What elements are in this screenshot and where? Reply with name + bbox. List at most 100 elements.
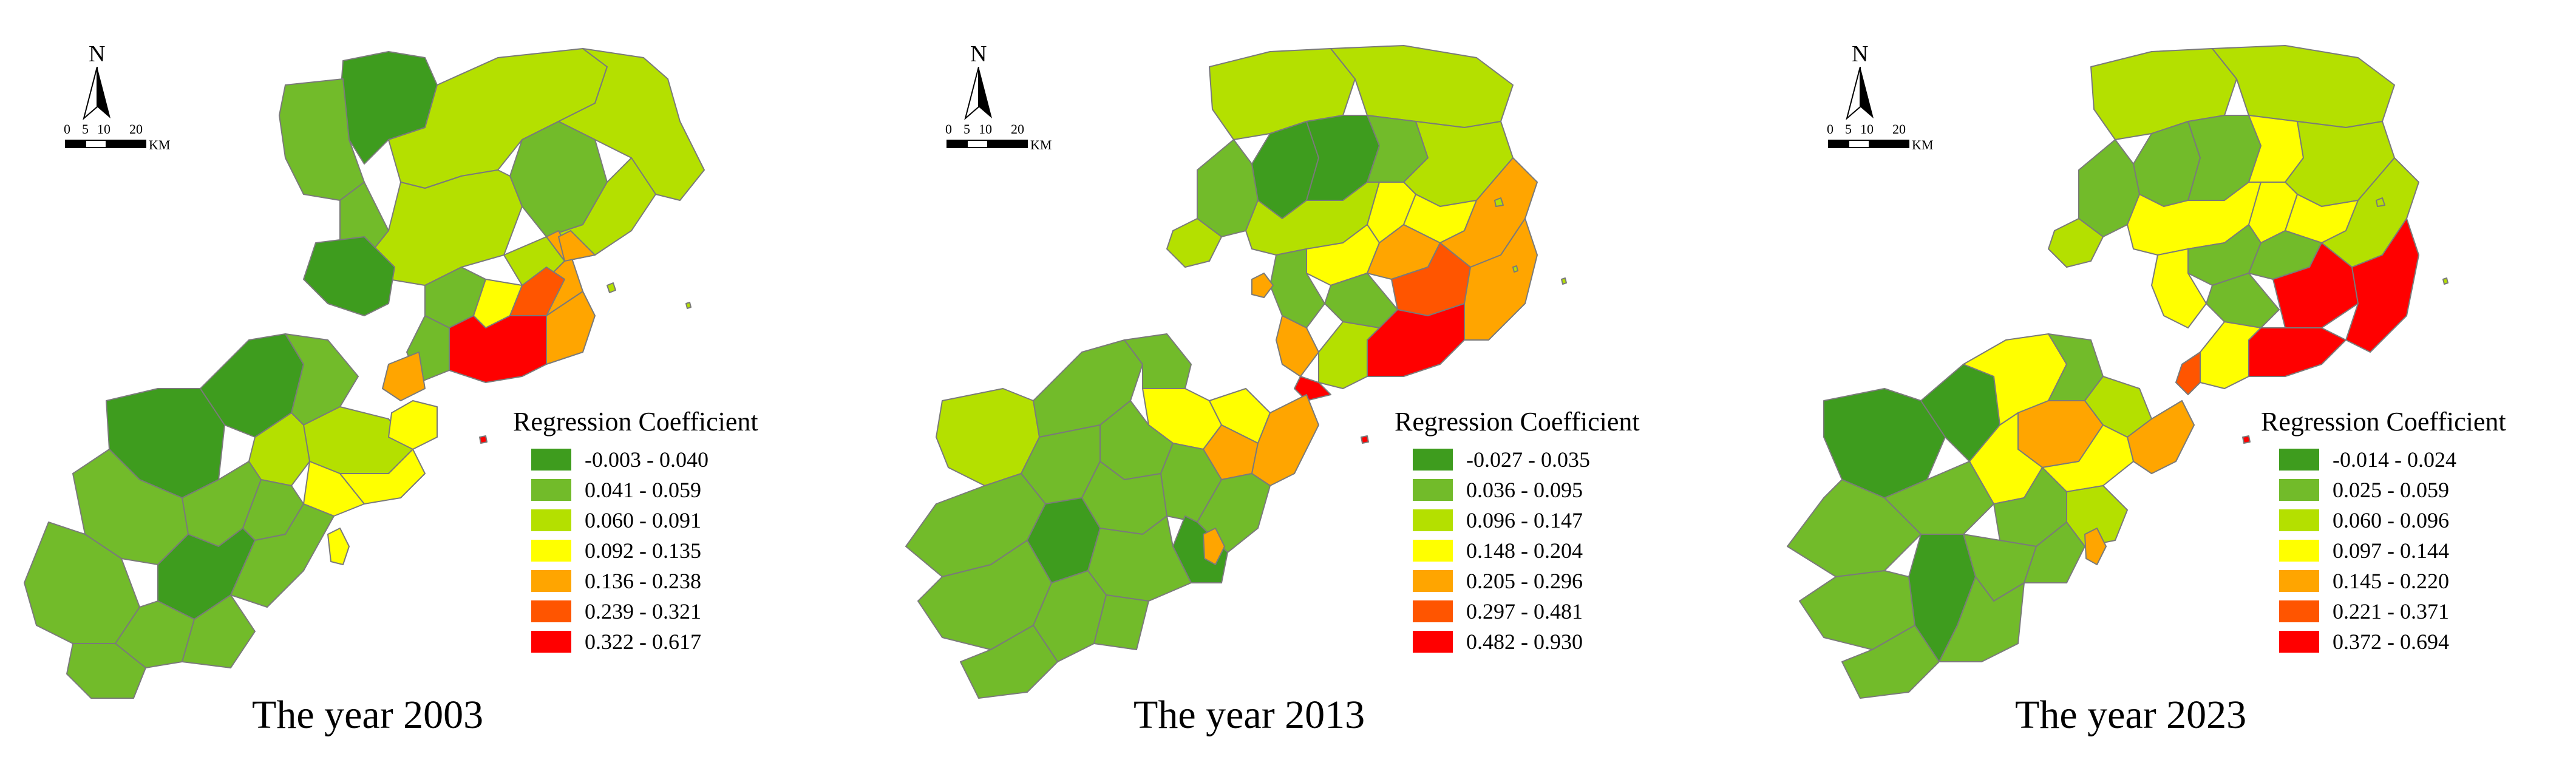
legend-swatch — [1413, 570, 1453, 592]
map-region — [303, 461, 365, 517]
legend-label: 0.136 - 0.238 — [585, 569, 701, 593]
map-region — [960, 625, 1058, 699]
legend-label: 0.297 - 0.481 — [1466, 599, 1583, 624]
map-region — [1494, 197, 1504, 207]
scale-tick: 20 — [1011, 121, 1024, 137]
map-region — [66, 643, 146, 699]
legend-swatch — [2279, 600, 2319, 622]
legend-item: 0.041 - 0.059 — [513, 475, 853, 505]
scale-unit: KM — [1912, 137, 1934, 152]
scale-tick: 20 — [1892, 121, 1906, 137]
legend-label: 0.060 - 0.091 — [585, 508, 701, 532]
map-region — [479, 435, 488, 444]
panel-caption: The year 2013 — [1133, 693, 1365, 737]
legend-item: 0.221 - 0.371 — [2261, 596, 2576, 627]
map-region — [327, 528, 350, 565]
legend-swatch — [531, 570, 571, 592]
legend-swatch — [2279, 570, 2319, 592]
legend-label: -0.014 - 0.024 — [2333, 447, 2456, 472]
map-region — [382, 352, 426, 401]
legend-label: 0.092 - 0.135 — [585, 539, 701, 563]
scale-unit: KM — [1030, 137, 1052, 152]
legend-swatch — [2279, 631, 2319, 653]
scale-tick: 10 — [97, 121, 110, 137]
legend-item: 0.092 - 0.135 — [513, 535, 853, 566]
map-region — [2242, 435, 2251, 444]
map-region — [558, 230, 596, 262]
map-region — [1561, 277, 1567, 285]
legend-item: 0.096 - 0.147 — [1395, 505, 1735, 535]
map-region — [230, 503, 335, 608]
map-region — [1361, 435, 1369, 444]
district-map — [1787, 45, 2449, 699]
legend-swatch — [1413, 540, 1453, 562]
legend-swatch — [2279, 449, 2319, 471]
map-region — [1799, 570, 1915, 650]
scale-tick: 0 — [64, 121, 70, 137]
legend-item: -0.014 - 0.024 — [2261, 444, 2576, 475]
map-panel-2003: N 0 5 10 20 KM Regression Coefficient -0… — [0, 0, 858, 768]
map-region — [1276, 315, 1319, 377]
map-region — [2200, 321, 2262, 389]
legend-swatch — [531, 509, 571, 531]
map-region — [449, 315, 547, 383]
legend-swatch — [2279, 540, 2319, 562]
district-map — [905, 45, 1567, 699]
map-region — [1294, 376, 1331, 401]
map-region — [1464, 218, 1538, 341]
north-arrow: N — [960, 42, 997, 121]
legend-label: 0.322 - 0.617 — [585, 630, 701, 654]
map-region — [1269, 248, 1325, 328]
map-region — [2345, 218, 2419, 353]
legend-label: 0.145 - 0.220 — [2333, 569, 2449, 593]
map-region — [303, 236, 395, 316]
legend-item: 0.205 - 0.296 — [1395, 566, 1735, 596]
map-region — [1939, 576, 2025, 662]
legend-label: 0.482 - 0.930 — [1466, 630, 1583, 654]
scale-tick: 5 — [82, 121, 89, 137]
map-region — [2048, 218, 2104, 268]
north-arrow-icon — [83, 67, 110, 120]
legend-label: 0.025 - 0.059 — [2333, 478, 2449, 502]
map-region — [1367, 303, 1465, 377]
scale-bar: 0 5 10 20 KM — [945, 121, 1097, 158]
map-panel-2023: N 0 5 10 20 KM Regression Coefficient -0… — [1763, 0, 2576, 768]
legend-item: 0.239 - 0.321 — [513, 596, 853, 627]
legend-label: -0.027 - 0.035 — [1466, 447, 1590, 472]
panel-caption: The year 2003 — [252, 693, 484, 737]
north-label: N — [970, 41, 987, 67]
legend-item: -0.003 - 0.040 — [513, 444, 853, 475]
map-panel-2013: N 0 5 10 20 KM Regression Coefficient -0… — [882, 0, 1740, 768]
legend-label: 0.096 - 0.147 — [1466, 508, 1583, 532]
legend-item: 0.372 - 0.694 — [2261, 627, 2576, 657]
north-label: N — [1852, 41, 1869, 67]
north-arrow-icon — [964, 67, 992, 120]
scale-bar-graphic — [1828, 140, 1909, 148]
legend-label: 0.060 - 0.096 — [2333, 508, 2449, 532]
legend-item: 0.148 - 0.204 — [1395, 535, 1735, 566]
legend-item: 0.322 - 0.617 — [513, 627, 853, 657]
legend-swatch — [1413, 509, 1453, 531]
legend-swatch — [531, 540, 571, 562]
north-arrow-icon — [1846, 67, 1874, 120]
map-region — [182, 594, 256, 668]
legend-swatch — [1413, 479, 1453, 501]
map-region — [2376, 197, 2385, 207]
map-region — [1251, 394, 1319, 486]
legend-swatch — [2279, 509, 2319, 531]
map-region — [685, 302, 692, 309]
map-region — [2175, 352, 2201, 395]
panel-caption: The year 2023 — [2015, 693, 2247, 737]
legend-label: -0.003 - 0.040 — [585, 447, 709, 472]
map-region — [388, 400, 438, 450]
legend-label: 0.372 - 0.694 — [2333, 630, 2449, 654]
legend-swatch — [531, 600, 571, 622]
legend-swatch — [1413, 449, 1453, 471]
legend: Regression Coefficient -0.003 - 0.040 0.… — [513, 407, 853, 657]
legend-swatch — [2279, 479, 2319, 501]
legend-item: 0.136 - 0.238 — [513, 566, 853, 596]
map-region — [1251, 273, 1274, 298]
map-region — [2442, 277, 2449, 285]
scale-tick: 10 — [979, 121, 992, 137]
scale-bar-graphic — [65, 140, 146, 148]
